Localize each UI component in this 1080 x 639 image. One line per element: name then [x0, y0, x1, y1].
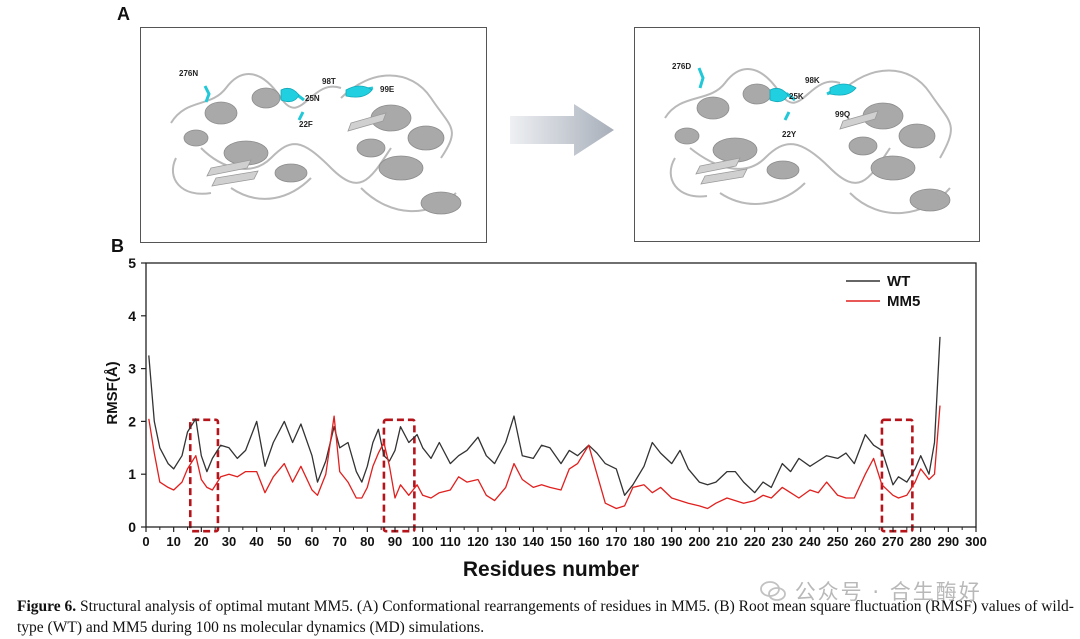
left-label-4: 98T [322, 77, 336, 86]
right-label-1: 276D [672, 62, 691, 71]
x-tick-label: 190 [661, 534, 683, 549]
y-tick-label: 0 [128, 519, 136, 535]
x-tick-label: 120 [467, 534, 489, 549]
highlight-box-2 [382, 418, 416, 533]
left-structure-image: 276N 25N 22F 98T 99E [140, 27, 487, 243]
x-tick-label: 270 [882, 534, 904, 549]
x-tick-label: 50 [277, 534, 291, 549]
protein-cartoon-wt: 276N 25N 22F 98T 99E [170, 69, 462, 215]
y-tick-label: 5 [128, 255, 136, 271]
highlight-box-3 [880, 418, 914, 533]
x-tick-label: 250 [827, 534, 849, 549]
x-tick-label: 40 [249, 534, 263, 549]
x-tick-label: 150 [550, 534, 572, 549]
left-label-5: 99E [380, 85, 395, 94]
legend: WT MM5 [846, 273, 920, 310]
y-tick-label: 3 [128, 361, 136, 377]
x-tick-label: 130 [495, 534, 517, 549]
x-tick-label: 70 [332, 534, 346, 549]
legend-label-mm5: MM5 [887, 293, 920, 310]
legend-label-wt: WT [887, 273, 910, 290]
series-line-wt [148, 336, 941, 496]
right-label-2: 25K [789, 92, 804, 101]
x-tick-label: 60 [305, 534, 319, 549]
x-tick-label: 210 [716, 534, 738, 549]
panel-a-letter: A [117, 4, 130, 24]
rmsf-chart: 0 10 20 30 40 50 60 70 80 90 100 110 120 130 140 150 160… [104, 255, 987, 581]
right-label-5: 99Q [835, 110, 850, 119]
highlight-boxes [188, 418, 914, 533]
x-tick-label: 230 [771, 534, 793, 549]
x-tick-label: 260 [854, 534, 876, 549]
y-tick-label: 2 [128, 413, 136, 429]
watermark-text: 公众号 · 合生酶好 [794, 580, 982, 604]
figure-caption: Figure 6. Structural analysis of optimal… [17, 596, 1077, 638]
x-tick-label: 10 [166, 534, 180, 549]
x-tick-label: 220 [744, 534, 766, 549]
caption-text: Structural analysis of optimal mutant MM… [17, 598, 1074, 636]
protein-cartoon-mm5: 276D 25K 22Y 98K 99Q [664, 62, 952, 214]
left-label-2: 25N [305, 94, 320, 103]
x-tick-label: 300 [965, 534, 987, 549]
x-tick-label: 160 [578, 534, 600, 549]
x-tick-label: 170 [605, 534, 627, 549]
right-label-3: 22Y [782, 130, 797, 139]
x-tick-label: 200 [688, 534, 710, 549]
axis-ticks: 0 10 20 30 40 50 60 70 80 90 100 110 120 130 140 150 160… [128, 255, 987, 549]
y-tick-label: 4 [128, 308, 136, 324]
x-tick-label: 180 [633, 534, 655, 549]
arrow-right-icon [510, 104, 614, 156]
caption-label: Figure 6. [17, 598, 77, 615]
series-lines [148, 336, 941, 510]
x-tick-label: 240 [799, 534, 821, 549]
right-structure-image: 276D 25K 22Y 98K 99Q [634, 27, 980, 242]
y-tick-label: 1 [128, 466, 136, 482]
y-axis-title: RMSF(Å) [104, 361, 121, 424]
x-tick-label: 30 [222, 534, 236, 549]
panel-b-letter: B [111, 236, 124, 256]
x-tick-label: 0 [142, 534, 149, 549]
x-axis-title: Residues number [463, 558, 639, 581]
x-tick-label: 90 [388, 534, 402, 549]
x-tick-label: 140 [522, 534, 544, 549]
x-tick-label: 80 [360, 534, 374, 549]
series-line-mm5 [148, 405, 941, 510]
wechat-icon [760, 581, 786, 601]
x-tick-label: 110 [440, 534, 461, 549]
highlight-box-1 [188, 418, 220, 533]
plot-frame [145, 262, 977, 528]
x-tick-label: 280 [910, 534, 932, 549]
right-label-4: 98K [805, 76, 820, 85]
x-tick-label: 20 [194, 534, 208, 549]
left-label-3: 22F [299, 120, 313, 129]
left-label-1: 276N [179, 69, 198, 78]
x-tick-label: 100 [412, 534, 434, 549]
watermark: 公众号 · 合生酶好 [760, 576, 982, 606]
x-tick-label: 290 [937, 534, 959, 549]
